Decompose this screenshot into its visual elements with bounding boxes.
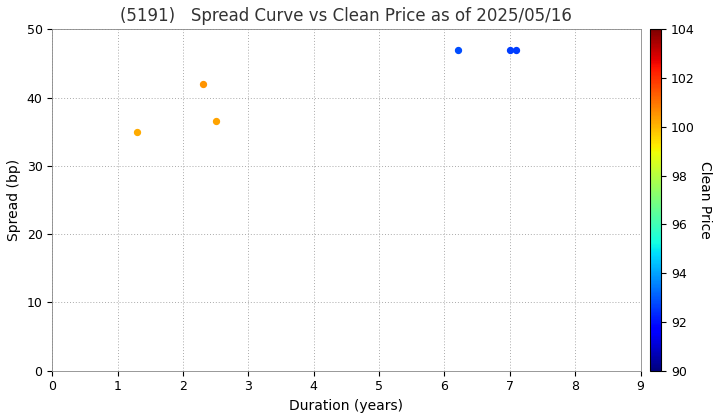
Point bbox=[197, 81, 208, 87]
Point bbox=[132, 129, 143, 135]
Point bbox=[210, 118, 222, 125]
Y-axis label: Clean Price: Clean Price bbox=[698, 161, 711, 239]
Point bbox=[451, 46, 463, 53]
X-axis label: Duration (years): Duration (years) bbox=[289, 399, 403, 413]
Point bbox=[510, 46, 522, 53]
Title: (5191)   Spread Curve vs Clean Price as of 2025/05/16: (5191) Spread Curve vs Clean Price as of… bbox=[120, 7, 572, 25]
Y-axis label: Spread (bp): Spread (bp) bbox=[7, 159, 21, 241]
Point bbox=[504, 46, 516, 53]
